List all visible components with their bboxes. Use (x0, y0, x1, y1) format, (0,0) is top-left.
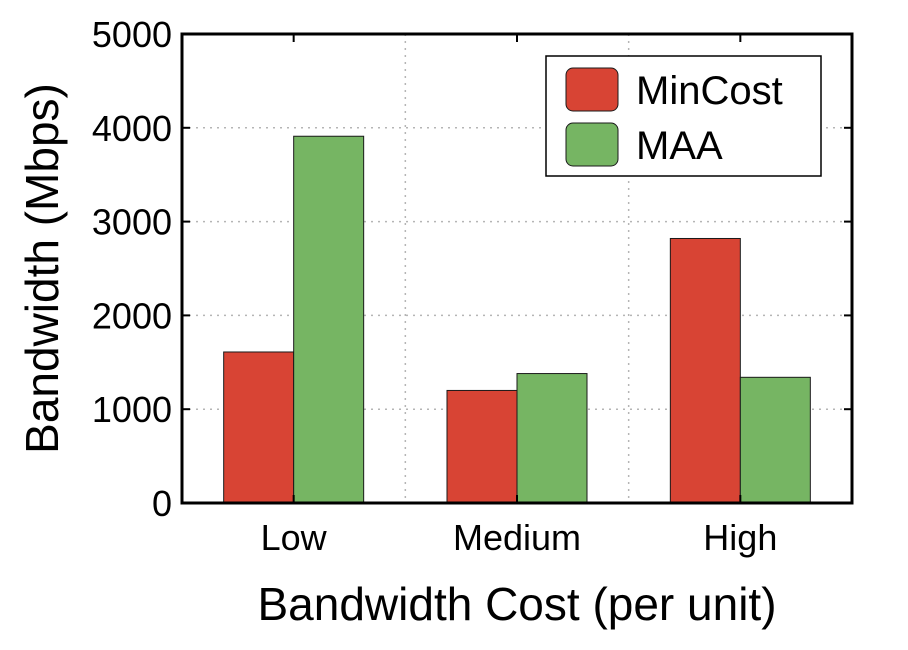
bar-mincost-low (223, 351, 295, 504)
legend-swatch-maa (565, 122, 619, 167)
y-tick-label: 4000 (92, 108, 172, 149)
bars (223, 135, 811, 504)
x-tick-label: Low (261, 517, 328, 558)
bar-maa-medium (516, 373, 588, 504)
x-axis-ticks: Low Medium High (261, 34, 777, 558)
legend: MinCost MAA (545, 55, 822, 177)
legend-swatch-mincost (565, 67, 619, 112)
bar-maa-high (739, 376, 811, 504)
x-tick-label: High (703, 517, 777, 558)
y-tick-label: 5000 (92, 14, 172, 55)
bar-maa-low (293, 135, 365, 504)
legend-label-mincost: MinCost (636, 69, 783, 113)
y-tick-label: 2000 (92, 295, 172, 336)
y-tick-label: 0 (152, 483, 172, 524)
bar-mincost-high (669, 237, 741, 504)
legend-label-maa: MAA (636, 124, 723, 168)
bar-mincost-medium (446, 389, 518, 504)
x-axis-label: Bandwidth Cost (per unit) (257, 578, 776, 630)
y-tick-label: 3000 (92, 202, 172, 243)
y-axis-ticks: 0 1000 2000 3000 4000 5000 (92, 14, 852, 524)
x-tick-label: Medium (453, 517, 581, 558)
y-tick-label: 1000 (92, 389, 172, 430)
y-axis-label: Bandwidth (Mbps) (16, 83, 68, 454)
